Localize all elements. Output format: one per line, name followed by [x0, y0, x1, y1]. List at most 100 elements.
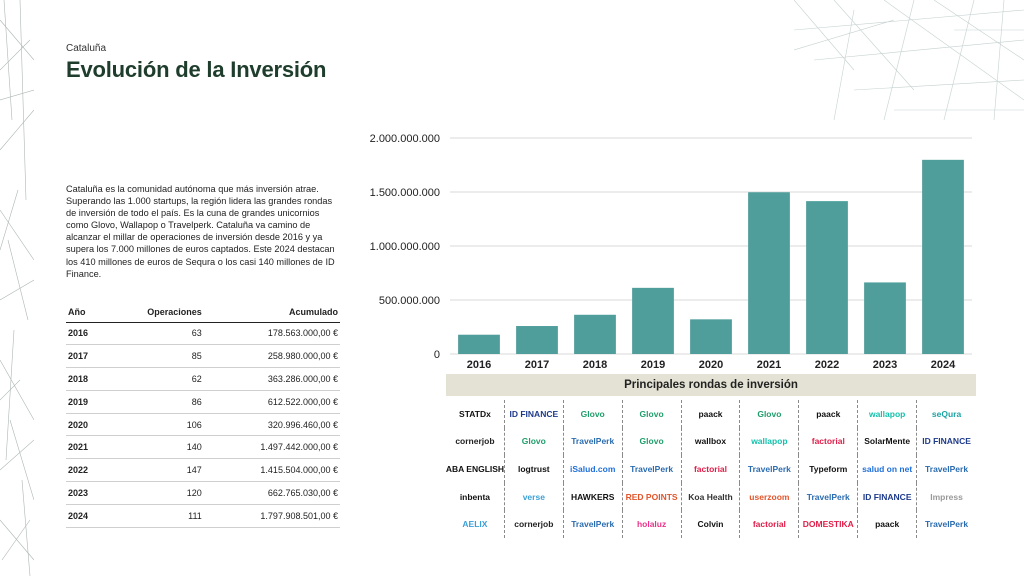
- cell-operations: 140: [106, 435, 204, 460]
- startup-logo: AELIX: [446, 510, 505, 538]
- cell-operations: 147: [106, 458, 204, 483]
- startup-logo: logtrust: [505, 455, 564, 483]
- startup-logo: TravelPerk: [925, 463, 969, 474]
- investment-bar-chart: 0 500.000.000 1.000.000.000 1.500.000.000 2.…: [370, 133, 972, 371]
- x-tick-label: 2020: [699, 359, 723, 371]
- rondas-title: Principales rondas de inversión: [446, 374, 976, 396]
- cell-year: 2021: [66, 435, 107, 460]
- startup-logo: TravelPerk: [564, 510, 623, 538]
- cell-accumulated: 612.522.000,00 €: [203, 390, 340, 414]
- cell-year: 2024: [66, 504, 107, 528]
- x-tick-label: 2016: [467, 359, 491, 371]
- startup-logo: wallbox: [682, 427, 741, 456]
- bar-2018: [574, 314, 616, 354]
- startup-logo: STATDx: [446, 400, 505, 428]
- startup-logo: Glovo: [505, 427, 564, 456]
- startup-logo: seQura: [931, 408, 962, 419]
- startup-logo: holaluz: [623, 510, 682, 538]
- startup-logo: TravelPerk: [799, 482, 859, 511]
- startup-logo: DOMESTIKA: [799, 510, 859, 538]
- startup-logo: iSalud.com: [564, 455, 623, 483]
- cell-operations: 62: [106, 367, 204, 391]
- bar-2017: [516, 326, 558, 354]
- y-tick-label: 1.000.000.000: [370, 241, 440, 253]
- startup-logo: cornerjob: [505, 510, 564, 538]
- cell-operations: 86: [106, 390, 204, 414]
- intro-paragraph: Cataluña es la comunidad autónoma que má…: [66, 184, 335, 279]
- cell-year: 2018: [66, 367, 107, 391]
- startup-logo: Glovo: [623, 427, 682, 456]
- startup-logo: userzoom: [740, 482, 800, 511]
- cell-operations: 106: [106, 413, 204, 437]
- cell-year: 2022: [66, 458, 107, 483]
- table-row: 2022 147 1.415.504.000,00 €: [66, 458, 340, 483]
- table-row: 2024 111 1.797.908.501,00 €: [66, 504, 340, 528]
- startup-logo: Impress: [930, 491, 963, 502]
- bar-2023: [864, 282, 906, 354]
- x-tick-label: 2018: [583, 359, 607, 371]
- table-row: 2018 62 363.286.000,00 €: [66, 367, 340, 391]
- col-header-accumulated: Acumulado: [203, 306, 340, 323]
- bar-2019: [632, 287, 674, 354]
- page-title: Evolución de la Inversión: [66, 57, 327, 82]
- col-header-operations: Operaciones: [106, 306, 204, 323]
- startup-logo: SolarMente: [858, 427, 918, 456]
- bar-2022: [806, 201, 848, 354]
- y-tick-label: 500.000.000: [379, 295, 440, 307]
- investment-rounds-logo-grid: STATDx ID FINANCE Glovo Glovo paack Glovo paac…: [446, 400, 976, 538]
- y-tick-label: 1.500.000.000: [370, 187, 440, 199]
- startup-logo: verse: [505, 482, 564, 511]
- startup-logo: factorial: [740, 510, 800, 538]
- table-row: 2019 86 612.522.000,00 €: [66, 390, 340, 414]
- cell-accumulated: 258.980.000,00 €: [203, 344, 340, 369]
- map-texture-left: [0, 0, 34, 576]
- cell-accumulated: 363.286.000,00 €: [203, 367, 340, 391]
- cell-year: 2019: [66, 390, 107, 414]
- region-label: Cataluña: [66, 43, 107, 54]
- startup-logo: HAWKERS: [564, 482, 623, 511]
- startup-logo: salud on net: [858, 455, 918, 483]
- startup-logo: Glovo: [623, 400, 682, 428]
- table-header-row: Año Operaciones Acumulado: [66, 306, 340, 323]
- startup-logo: TravelPerk: [925, 519, 969, 530]
- startup-logo: paack: [682, 400, 741, 428]
- bar-2016: [458, 334, 500, 354]
- startup-logo: TravelPerk: [623, 455, 682, 483]
- cell-year: 2016: [66, 322, 107, 346]
- startup-logo: ID FINANCE: [858, 482, 918, 511]
- startup-logo: ABA ENGLISH: [446, 455, 505, 483]
- startup-logo: paack: [858, 510, 918, 538]
- cell-operations: 111: [106, 504, 204, 528]
- investment-table: Año Operaciones Acumulado 2016 63 178.563.…: [66, 306, 340, 528]
- startup-logo: ID FINANCE: [922, 436, 971, 447]
- cell-accumulated: 1.497.442.000,00 €: [203, 435, 340, 460]
- startup-logo: cornerjob: [446, 427, 505, 456]
- x-tick-label: 2017: [525, 359, 549, 371]
- bar-2024: [922, 159, 964, 354]
- startup-logo: factorial: [682, 455, 741, 483]
- startup-logo: paack: [799, 400, 859, 428]
- startup-logo: wallapop: [740, 427, 800, 456]
- y-tick-label: 0: [434, 349, 440, 361]
- startup-logo: Glovo: [564, 400, 623, 428]
- table-row: 2016 63 178.563.000,00 €: [66, 322, 340, 346]
- col-header-year: Año: [66, 306, 107, 323]
- x-tick-label: 2022: [815, 359, 839, 371]
- cell-accumulated: 1.415.504.000,00 €: [203, 458, 340, 483]
- startup-logo: RED POINTS: [623, 482, 682, 511]
- cell-accumulated: 662.765.030,00 €: [203, 481, 340, 505]
- cell-accumulated: 178.563.000,00 €: [203, 322, 340, 346]
- startup-logo: factorial: [799, 427, 859, 456]
- startup-logo: inbenta: [446, 482, 505, 511]
- map-texture-right: [794, 0, 1024, 120]
- cell-operations: 85: [106, 344, 204, 369]
- cell-operations: 120: [106, 481, 204, 505]
- table-row: 2023 120 662.765.030,00 €: [66, 481, 340, 505]
- bar-2021: [748, 192, 790, 354]
- table-body: 2016 63 178.563.000,00 €2017 85 258.980.000,…: [66, 322, 340, 528]
- cell-year: 2023: [66, 481, 107, 505]
- startup-logo: Colvin: [682, 510, 741, 538]
- cell-accumulated: 1.797.908.501,00 €: [203, 504, 340, 528]
- table-row: 2021 140 1.497.442.000,00 €: [66, 435, 340, 460]
- x-tick-label: 2024: [931, 359, 956, 371]
